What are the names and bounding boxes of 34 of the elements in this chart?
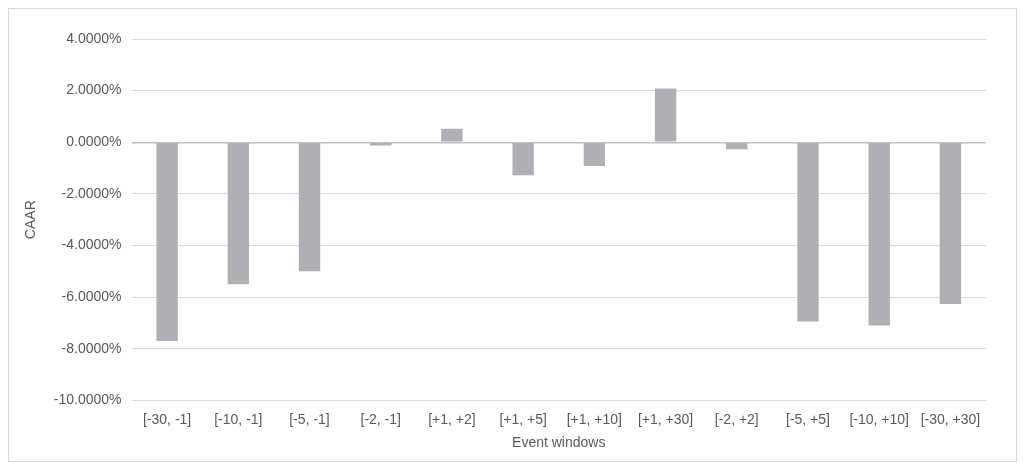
x-tick-label: [+1, +2] — [428, 410, 476, 427]
bar — [298, 143, 321, 272]
bar — [583, 143, 606, 167]
y-tick-label: -4.0000% — [61, 236, 122, 253]
y-tick-label: -2.0000% — [61, 184, 122, 201]
y-tick-label: 2.0000% — [66, 81, 122, 98]
x-tick-label: [-30, +30] — [920, 410, 981, 427]
x-tick-label: [-10, -1] — [214, 410, 263, 427]
bar — [939, 143, 962, 305]
bar — [654, 88, 677, 142]
y-tick-label: -8.0000% — [61, 339, 122, 356]
x-tick-label: [-2, +2] — [714, 410, 759, 427]
x-tick-label: [+1, +10] — [566, 410, 622, 427]
y-tick-label: -6.0000% — [61, 288, 122, 304]
bar — [156, 143, 178, 342]
bar — [868, 143, 890, 326]
x-tick-label: [-30, -1] — [143, 410, 192, 427]
bar — [512, 143, 534, 176]
bar — [227, 143, 250, 285]
x-tick-label: [-2, -1] — [360, 410, 401, 427]
x-tick-label: [+1, +30] — [637, 410, 694, 427]
x-axis-title: Event windows — [512, 434, 606, 451]
x-tick-label: [+1, +5] — [499, 410, 547, 427]
y-tick-label: 0.0000% — [66, 133, 122, 150]
bar — [370, 143, 392, 146]
y-tick-label: -10.0000% — [53, 391, 122, 408]
x-tick-label: [-5, -1] — [289, 410, 330, 427]
y-tick-label: 4.0000% — [66, 29, 122, 46]
bar — [797, 143, 819, 322]
bar — [441, 128, 463, 142]
x-tick-label: [-5, +5] — [786, 410, 830, 427]
bar — [726, 143, 748, 150]
x-tick-label: [-10, +10] — [849, 410, 909, 427]
y-axis-title: CAAR — [22, 200, 39, 240]
